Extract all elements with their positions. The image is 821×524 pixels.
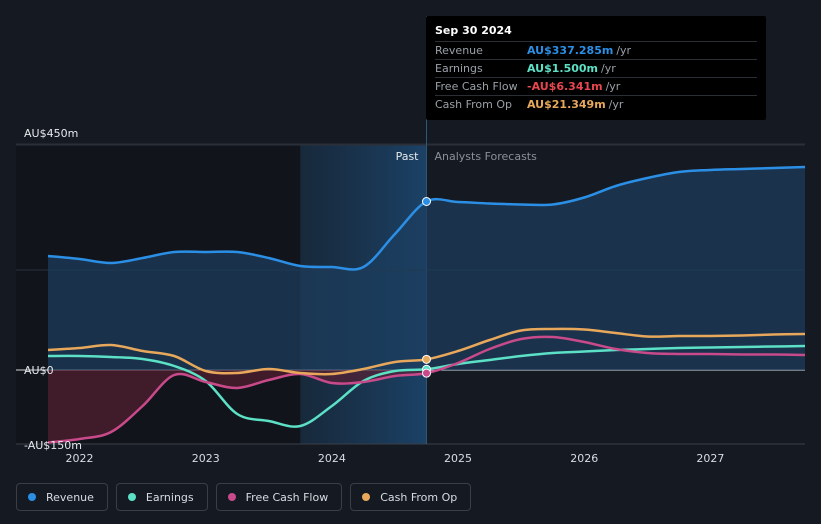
- cash-from-op-dot-icon: [362, 493, 371, 501]
- tooltip-row-cash-from-op: Cash From Op AU$21.349m /yr: [435, 96, 757, 113]
- legend-label: Earnings: [145, 490, 194, 504]
- cash-from-op-marker: [422, 354, 431, 364]
- earnings-dot-icon: [127, 493, 136, 501]
- legend-label: Cash From Op: [380, 490, 458, 504]
- tooltip-row-revenue: Revenue AU$337.285m /yr: [435, 42, 757, 60]
- tooltip-row-earnings: Earnings AU$1.500m /yr: [435, 60, 757, 78]
- hover-tooltip: Sep 30 2024 Revenue AU$337.285m /yr Earn…: [426, 16, 766, 120]
- tooltip-value: AU$21.349m: [527, 98, 606, 111]
- free-cash-flow-dot-icon: [227, 493, 236, 501]
- y-tick-label: AU$450m: [24, 127, 78, 140]
- x-tick-label: 2024: [318, 452, 346, 465]
- tooltip-value: -AU$6.341m: [527, 80, 603, 93]
- tooltip-label: Free Cash Flow: [435, 80, 518, 93]
- tooltip-unit: /yr: [616, 44, 632, 57]
- tooltip-value: AU$337.285m: [527, 44, 614, 57]
- free-cash-flow-marker: [422, 368, 431, 378]
- x-tick-label: 2025: [444, 452, 472, 465]
- legend-label: Free Cash Flow: [245, 490, 329, 504]
- tooltip-row-free-cash-flow: Free Cash Flow -AU$6.341m /yr: [435, 78, 757, 96]
- y-tick-label: AU$0: [24, 364, 54, 377]
- x-tick-label: 2026: [570, 452, 598, 465]
- tooltip-date: Sep 30 2024: [435, 24, 757, 42]
- past-label: Past: [396, 150, 420, 163]
- chart-legend: Revenue Earnings Free Cash Flow Cash Fro…: [16, 483, 472, 511]
- chart-lines: [47, 165, 806, 444]
- tooltip-value: AU$1.500m: [527, 62, 599, 75]
- legend-label: Revenue: [46, 490, 94, 504]
- tooltip-label: Cash From Op: [435, 98, 513, 111]
- revenue-area: [48, 167, 805, 370]
- free-cash-flow-area: [48, 370, 427, 443]
- x-tick-label: 2027: [696, 452, 724, 465]
- legend-item-cash-from-op[interactable]: Cash From Op: [350, 483, 472, 511]
- legend-item-earnings[interactable]: Earnings: [115, 483, 208, 511]
- tooltip-unit: /yr: [605, 80, 621, 93]
- x-tick-label: 2022: [66, 452, 94, 465]
- legend-item-revenue[interactable]: Revenue: [16, 483, 108, 511]
- tooltip-label: Earnings: [435, 62, 483, 75]
- tooltip-label: Revenue: [435, 44, 483, 57]
- chart-areas: [48, 167, 805, 443]
- revenue-marker: [422, 197, 431, 206]
- legend-item-free-cash-flow[interactable]: Free Cash Flow: [215, 483, 343, 511]
- revenue-dot-icon: [28, 493, 36, 501]
- x-tick-label: 2023: [192, 452, 220, 465]
- tooltip-unit: /yr: [601, 62, 616, 75]
- tooltip-unit: /yr: [608, 98, 624, 111]
- y-tick-label: -AU$150m: [24, 439, 82, 452]
- forecast-label: Analysts Forecasts: [435, 150, 538, 163]
